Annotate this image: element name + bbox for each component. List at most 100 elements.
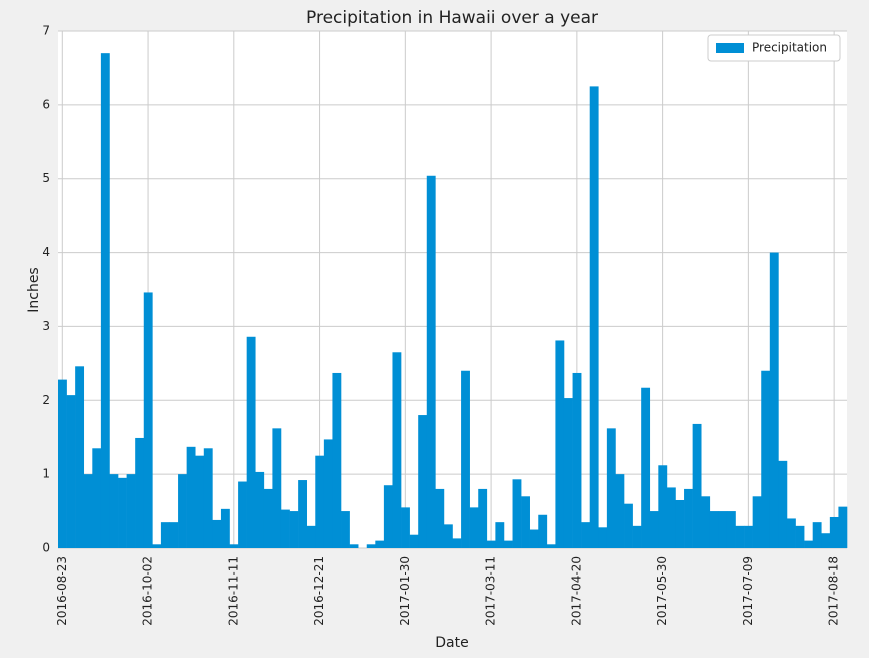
bar <box>503 540 513 548</box>
bar <box>443 524 453 548</box>
bar <box>298 480 308 548</box>
bar <box>486 540 496 548</box>
bar <box>255 471 265 548</box>
bar <box>726 511 736 548</box>
bar <box>778 460 788 548</box>
bar <box>555 340 565 548</box>
bar <box>289 511 299 548</box>
bar <box>572 372 582 548</box>
bar <box>624 503 633 548</box>
bar <box>280 509 290 548</box>
bar <box>538 514 548 548</box>
bar <box>306 525 316 548</box>
bar <box>469 507 479 548</box>
bar <box>589 86 599 549</box>
bar <box>563 398 573 548</box>
bar <box>75 366 85 548</box>
bar <box>409 534 419 548</box>
y-tick-label: 6 <box>42 97 50 111</box>
y-tick-label: 4 <box>42 245 50 259</box>
bar <box>761 370 771 548</box>
bar <box>195 455 205 548</box>
bar <box>658 465 668 548</box>
bar <box>435 488 445 548</box>
bar <box>692 423 702 548</box>
bar <box>100 53 110 549</box>
bar <box>675 499 685 548</box>
y-tick-label: 0 <box>42 541 50 555</box>
y-tick-label: 5 <box>42 171 50 185</box>
bar <box>478 488 488 548</box>
x-tick-label: 2017-03-11 <box>484 556 498 626</box>
x-tick-label: 2017-07-09 <box>741 556 755 626</box>
plot-area <box>58 31 847 548</box>
bar <box>118 477 127 548</box>
bar <box>546 544 556 548</box>
bar <box>58 379 67 548</box>
bar <box>366 544 376 548</box>
bar <box>246 336 256 548</box>
bar <box>606 428 616 548</box>
bar <box>212 519 222 548</box>
bar <box>821 533 831 548</box>
legend-swatch <box>716 43 744 53</box>
bar <box>238 481 247 548</box>
bar <box>126 474 136 548</box>
bar <box>581 522 591 548</box>
x-tick-label: 2017-08-18 <box>827 556 841 626</box>
bar <box>666 487 676 548</box>
x-tick-label: 2017-04-20 <box>569 556 583 626</box>
bar <box>143 292 153 548</box>
bar <box>341 511 350 548</box>
bar <box>383 485 393 548</box>
bar <box>632 525 642 548</box>
bar <box>649 511 659 548</box>
bar <box>461 370 470 548</box>
bar <box>684 488 693 548</box>
bar <box>718 511 728 548</box>
bar <box>323 439 333 548</box>
bar <box>838 506 848 548</box>
bar <box>332 372 342 548</box>
bar <box>272 428 282 548</box>
bar <box>495 522 505 548</box>
bar <box>152 544 162 548</box>
bar <box>452 538 462 548</box>
bar <box>512 479 522 548</box>
bar <box>392 352 402 548</box>
bar <box>744 525 753 548</box>
y-tick-label: 2 <box>42 393 50 407</box>
x-tick-label: 2016-12-21 <box>312 556 326 626</box>
x-axis-label: Date <box>435 635 468 651</box>
bar <box>426 175 436 548</box>
y-axis-label: Inches <box>26 267 42 312</box>
legend-box <box>707 34 841 62</box>
bar <box>66 395 76 548</box>
bar <box>263 488 273 548</box>
bar <box>769 252 779 549</box>
bar <box>786 518 796 548</box>
bar <box>804 540 813 548</box>
bar <box>349 544 359 548</box>
x-tick-label: 2017-01-30 <box>398 556 412 626</box>
bar <box>735 525 745 548</box>
bar <box>615 474 625 548</box>
y-tick-label: 1 <box>42 467 50 481</box>
x-tick-label: 2016-10-02 <box>141 556 155 626</box>
bar <box>709 511 719 548</box>
y-tick-label: 3 <box>42 319 50 333</box>
bar <box>752 496 762 548</box>
bar <box>178 474 187 548</box>
bar <box>83 474 93 548</box>
bar <box>229 544 239 548</box>
bar <box>829 516 839 548</box>
bar <box>135 437 145 548</box>
x-tick-label: 2017-05-30 <box>655 556 669 626</box>
bar <box>795 525 805 548</box>
bar <box>598 527 608 548</box>
bar <box>160 522 170 548</box>
bar <box>418 415 428 548</box>
bar <box>375 540 385 548</box>
bar <box>203 448 213 548</box>
